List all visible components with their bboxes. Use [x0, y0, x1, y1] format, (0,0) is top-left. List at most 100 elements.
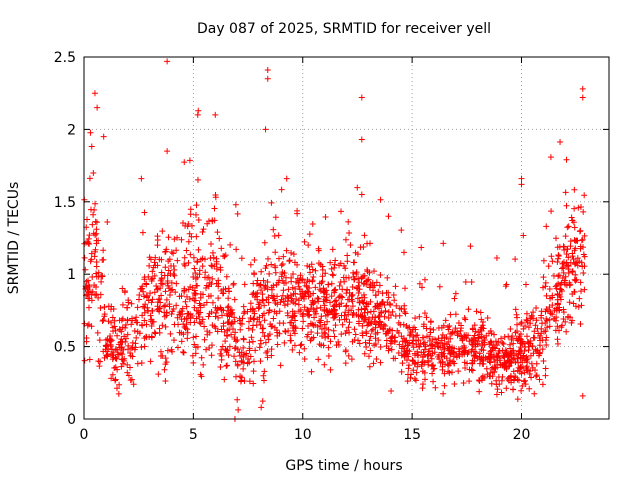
- data-point: [477, 309, 484, 316]
- data-point: [237, 320, 244, 327]
- data-point: [405, 342, 412, 349]
- data-point: [577, 243, 584, 250]
- data-point: [262, 126, 269, 133]
- data-point: [121, 333, 128, 340]
- data-point: [349, 311, 356, 318]
- data-point: [569, 250, 576, 257]
- data-point: [526, 370, 533, 377]
- data-point: [557, 139, 564, 146]
- data-point: [460, 379, 467, 386]
- data-point: [581, 232, 588, 239]
- data-point: [194, 176, 201, 183]
- data-point: [106, 337, 113, 344]
- data-point: [543, 341, 550, 348]
- data-point: [278, 186, 285, 193]
- data-point: [161, 309, 168, 316]
- data-point: [146, 262, 153, 269]
- data-point: [81, 320, 88, 327]
- data-point: [380, 321, 387, 328]
- data-point: [374, 303, 381, 310]
- data-point: [282, 274, 289, 281]
- data-point: [419, 334, 426, 341]
- data-point: [147, 312, 154, 319]
- data-point: [258, 404, 265, 411]
- data-point: [109, 371, 116, 378]
- data-point: [280, 320, 287, 327]
- data-point: [554, 259, 561, 266]
- data-point: [155, 296, 162, 303]
- data-point: [285, 294, 292, 301]
- data-point: [158, 269, 165, 276]
- data-point: [237, 352, 244, 359]
- data-point: [128, 321, 135, 328]
- data-point: [509, 356, 516, 363]
- data-point: [100, 348, 107, 355]
- data-point: [404, 378, 411, 385]
- data-point: [139, 312, 146, 319]
- data-point: [193, 307, 200, 314]
- data-point: [93, 237, 100, 244]
- data-point: [121, 287, 128, 294]
- data-point: [112, 346, 119, 353]
- data-point: [561, 246, 568, 253]
- data-point: [353, 271, 360, 278]
- data-point: [361, 232, 368, 239]
- data-point: [427, 318, 434, 325]
- data-point: [200, 361, 207, 368]
- data-point: [554, 323, 561, 330]
- data-point: [310, 300, 317, 307]
- data-point: [542, 308, 549, 315]
- data-point: [525, 324, 532, 331]
- data-point: [309, 299, 316, 306]
- data-point: [259, 291, 266, 298]
- data-point: [574, 262, 581, 269]
- data-point: [372, 314, 379, 321]
- data-point: [530, 350, 537, 357]
- data-point: [190, 254, 197, 261]
- data-point: [364, 240, 371, 247]
- data-point: [158, 292, 165, 299]
- data-point: [538, 314, 545, 321]
- data-point: [345, 352, 352, 359]
- data-point: [277, 299, 284, 306]
- data-point: [219, 343, 226, 350]
- data-point: [256, 303, 263, 310]
- data-point: [487, 359, 494, 366]
- data-point: [379, 290, 386, 297]
- data-point: [350, 259, 357, 266]
- data-point: [91, 253, 98, 260]
- data-point: [305, 308, 312, 315]
- data-point: [312, 267, 319, 274]
- data-point: [199, 316, 206, 323]
- data-point: [178, 293, 185, 300]
- data-point: [332, 286, 339, 293]
- data-point: [305, 293, 312, 300]
- data-point: [317, 261, 324, 268]
- data-point: [99, 273, 106, 280]
- data-point: [518, 319, 525, 326]
- data-point: [262, 265, 269, 272]
- data-point: [160, 303, 167, 310]
- data-point: [203, 346, 210, 353]
- data-point: [258, 287, 265, 294]
- data-point: [204, 328, 211, 335]
- data-point: [568, 214, 575, 221]
- data-point: [440, 350, 447, 357]
- data-point: [388, 346, 395, 353]
- data-point: [331, 307, 338, 314]
- data-point: [221, 376, 228, 383]
- data-point: [469, 325, 476, 332]
- data-point: [82, 266, 89, 273]
- data-point: [240, 354, 247, 361]
- data-point: [230, 280, 237, 287]
- data-point: [140, 293, 147, 300]
- data-point: [522, 381, 529, 388]
- data-point: [518, 339, 525, 346]
- data-point: [365, 353, 372, 360]
- data-point: [418, 363, 425, 370]
- data-point: [171, 272, 178, 279]
- data-point: [141, 274, 148, 281]
- data-point: [279, 269, 286, 276]
- data-point: [571, 186, 578, 193]
- data-point: [405, 362, 412, 369]
